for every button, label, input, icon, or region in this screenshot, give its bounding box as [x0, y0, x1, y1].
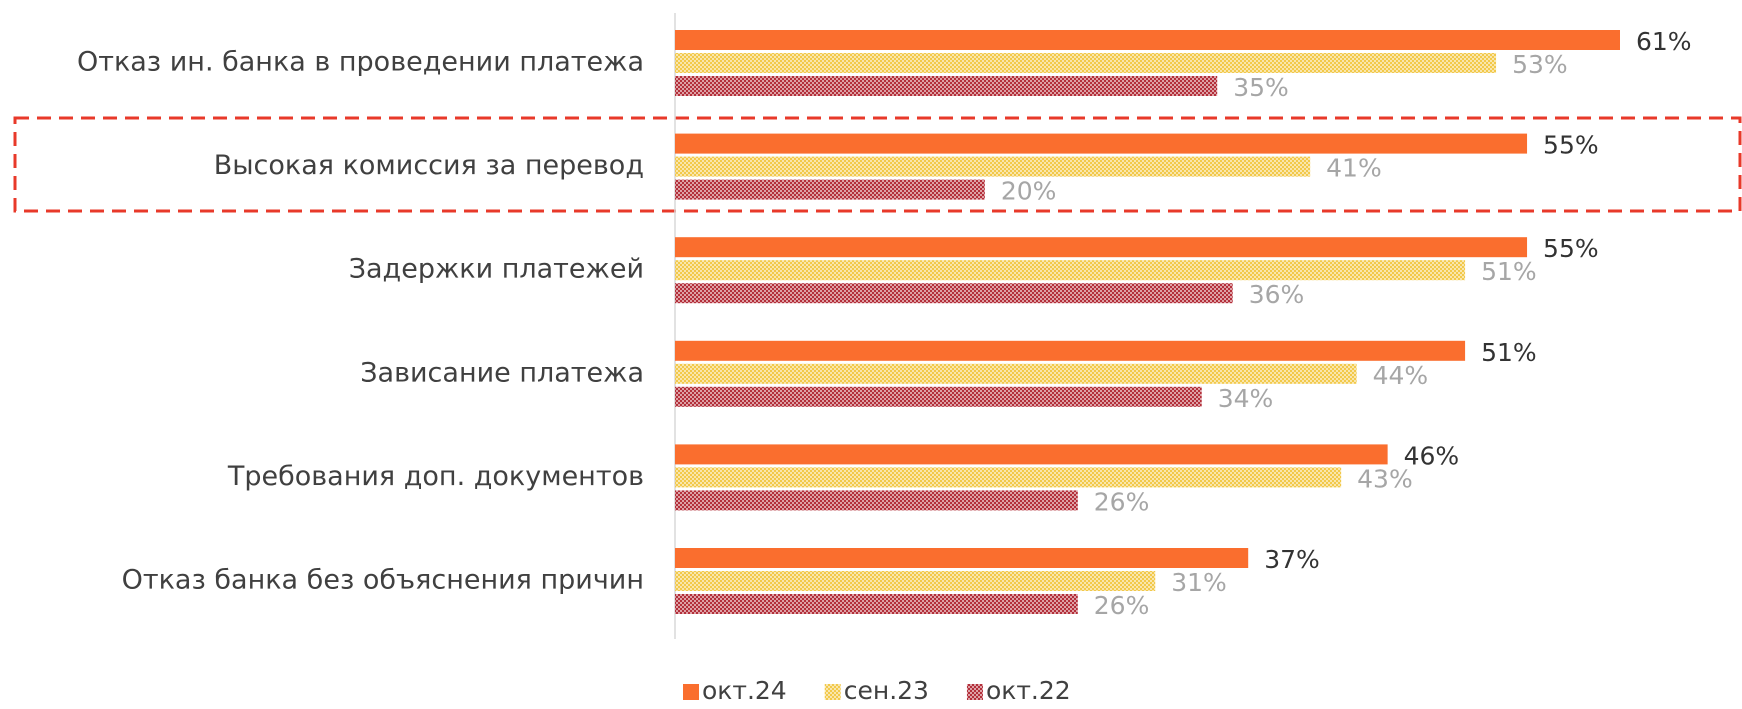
value-label: 31%	[1171, 568, 1227, 597]
bar	[675, 467, 1342, 488]
bar	[675, 444, 1388, 465]
value-label: 53%	[1512, 50, 1568, 79]
category-label: Отказ ин. банка в проведении платежа	[77, 47, 644, 78]
value-label: 37%	[1264, 545, 1320, 574]
bar	[675, 260, 1466, 281]
bar	[675, 53, 1497, 73]
legend-label: окт.24	[702, 676, 787, 705]
value-label: 44%	[1373, 361, 1429, 390]
value-label: 61%	[1636, 27, 1692, 56]
bar	[675, 340, 1466, 361]
legend-swatch	[824, 684, 841, 700]
legend-label: сен.23	[844, 676, 929, 705]
bar	[675, 156, 1311, 177]
category-label: Отказ банка без объяснения причин	[122, 565, 644, 596]
value-label: 34%	[1218, 384, 1274, 413]
value-label: 55%	[1543, 234, 1599, 263]
bar	[675, 548, 1249, 568]
highlight-box	[13, 116, 1742, 213]
bar	[675, 594, 1078, 614]
bar	[675, 30, 1620, 50]
value-label: 41%	[1326, 154, 1382, 183]
value-label: 51%	[1481, 257, 1537, 286]
bar	[675, 386, 1202, 407]
value-label: 20%	[1001, 177, 1057, 206]
category-label: Требования доп. документов	[227, 461, 644, 492]
value-label: 55%	[1543, 131, 1599, 160]
value-label: 36%	[1249, 280, 1305, 309]
bar	[675, 76, 1218, 96]
value-label: 43%	[1357, 464, 1413, 493]
value-label: 26%	[1094, 591, 1150, 620]
value-label: 26%	[1094, 487, 1150, 516]
bar	[675, 283, 1233, 304]
category-label: Высокая комиссия за перевод	[214, 150, 644, 181]
bar	[675, 490, 1078, 511]
legend-label: окт.22	[986, 676, 1071, 705]
legend-swatch	[683, 684, 699, 700]
category-label: Зависание платежа	[360, 357, 644, 388]
bar	[675, 237, 1528, 258]
value-label: 35%	[1233, 73, 1289, 102]
value-label: 51%	[1481, 338, 1537, 367]
value-label: 46%	[1404, 441, 1460, 470]
category-label: Задержки платежей	[349, 254, 644, 285]
legend-swatch	[966, 684, 983, 700]
bar	[675, 363, 1357, 384]
bar	[675, 133, 1528, 154]
bar	[675, 571, 1156, 591]
bar	[675, 179, 985, 200]
